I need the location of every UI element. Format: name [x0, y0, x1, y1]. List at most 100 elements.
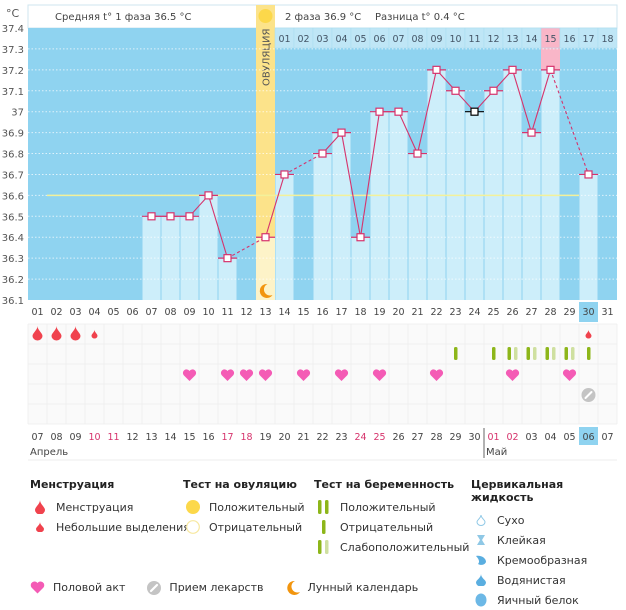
blood-drop-icon [30, 500, 50, 514]
temperature-line-segment [511, 69, 533, 133]
cycle-day-label: 09 [183, 307, 195, 318]
temperature-bar [161, 216, 180, 300]
moon-icon [286, 580, 300, 595]
calendar-date-label: 30 [468, 432, 480, 443]
y-tick-label: 36.2 [2, 275, 24, 286]
legend-label: Лунный календарь [307, 581, 419, 594]
cycle-day-label: 10 [202, 307, 214, 318]
calendar-date-label: 27 [411, 432, 423, 443]
cycle-day-label: 23 [449, 307, 461, 318]
cycle-day-label: 31 [601, 307, 613, 318]
legend-item: Слабоположительный [314, 537, 469, 557]
y-tick-label: 37 [11, 108, 24, 119]
luteal-day-label: 05 [354, 34, 366, 45]
luteal-day-label: 12 [487, 34, 499, 45]
calendar-date-label: 06 [582, 432, 594, 443]
menstruation-drop-icon [51, 326, 62, 341]
y-tick-label: 36.1 [2, 296, 24, 307]
double-bar-weak-icon [314, 540, 334, 554]
ovulation-label: ОВУЛЯЦИЯ [262, 29, 273, 87]
temperature-difference: Разница t° 0.4 °C [375, 12, 465, 23]
legend-item: Яичный белок [471, 590, 626, 610]
legend-menstruation: Менструация Менструация Небольшие выделе… [30, 478, 190, 537]
month-label: Апрель [30, 447, 68, 458]
cycle-day-label: 30 [582, 307, 594, 318]
heart-icon [429, 369, 444, 381]
bbt-chart: °C Средняя t° 1 фаза 36.5 °C 2 фаза 36.9… [2, 4, 618, 461]
sun-filled-icon [183, 500, 203, 514]
temperature-bar [370, 111, 389, 300]
heart-icon [334, 369, 349, 381]
temperature-bar [465, 111, 484, 300]
heart-icon [372, 369, 387, 381]
legend-title: Тест на овуляцию [183, 478, 297, 491]
cycle-day-label: 01 [31, 307, 43, 318]
calendar-date-label: 25 [373, 432, 385, 443]
cycle-day-label: 08 [164, 307, 176, 318]
legend-item: Кремообразная [471, 550, 626, 570]
calendar-date-label: 15 [183, 432, 195, 443]
legend-other: Половой акт Прием лекарств Лунный календ… [30, 580, 440, 595]
small-drop-icon [30, 522, 50, 532]
pregnancy-test-weak-icon [552, 347, 556, 360]
calendar-date-label: 12 [126, 432, 138, 443]
menstruation-drop-icon [32, 326, 43, 341]
legend-item: Положительный [183, 497, 305, 517]
y-tick-label: 37.2 [2, 66, 24, 77]
temperature-bar [389, 111, 408, 300]
legend-item: Водянистая [471, 570, 626, 590]
spotting-drop-icon [585, 329, 592, 339]
cycle-day-label: 18 [354, 307, 366, 318]
luteal-day-label: 06 [373, 34, 385, 45]
calendar-date-label: 20 [278, 432, 290, 443]
legend-item: Клейкая [471, 530, 626, 550]
luteal-day-cell [597, 27, 618, 49]
luteal-day-label: 02 [297, 34, 309, 45]
cycle-day-label: 17 [335, 307, 347, 318]
y-tick-label: 37.3 [2, 45, 24, 56]
cycle-day-label: 02 [50, 307, 62, 318]
calendar-date-label: 14 [164, 432, 176, 443]
calendar-date-label: 17 [221, 432, 233, 443]
y-tick-label: 36.8 [2, 150, 24, 161]
temperature-point [147, 212, 156, 221]
pill-icon-stroke [584, 391, 593, 399]
calendar-date-label: 09 [69, 432, 81, 443]
calendar-date-label: 29 [449, 432, 461, 443]
temperature-point [394, 107, 403, 116]
double-bar-positive-icon [314, 500, 334, 514]
temperature-bar [199, 195, 218, 300]
cycle-day-label: 06 [126, 307, 138, 318]
egg-white-icon [471, 593, 491, 607]
cycle-day-label: 11 [221, 307, 233, 318]
luteal-day-label: 14 [525, 34, 537, 45]
temperature-point [280, 170, 289, 179]
temperature-point [470, 107, 479, 116]
cycle-day-label: 24 [468, 307, 480, 318]
calendar-date-label: 02 [506, 432, 518, 443]
temperature-line-segment [227, 236, 266, 259]
calendar-date-label: 18 [240, 432, 252, 443]
calendar-date-label: 04 [544, 432, 556, 443]
calendar-date-label: 22 [316, 432, 328, 443]
temperature-line-segment [530, 69, 552, 133]
heart-icon [258, 369, 273, 381]
temperature-point [432, 65, 441, 74]
pregnancy-test-weak-icon [533, 347, 537, 360]
temperature-point [166, 212, 175, 221]
legend-title: Менструация [30, 478, 115, 491]
cycle-day-label: 22 [430, 307, 442, 318]
heart-icon [562, 369, 577, 381]
watery-icon [471, 574, 491, 586]
legend-label: Небольшие выделения [56, 520, 190, 534]
calendar-date-label: 07 [601, 432, 613, 443]
calendar-date-label: 13 [145, 432, 157, 443]
calendar-date-label: 26 [392, 432, 404, 443]
luteal-day-label: 11 [468, 34, 480, 45]
legend-label: Кремообразная [497, 553, 588, 567]
cycle-day-label: 05 [107, 307, 119, 318]
today-highlight [579, 302, 598, 322]
legend-label: Клейкая [497, 533, 546, 547]
luteal-day-label: 13 [506, 34, 518, 45]
legend-label: Менструация [56, 500, 134, 514]
